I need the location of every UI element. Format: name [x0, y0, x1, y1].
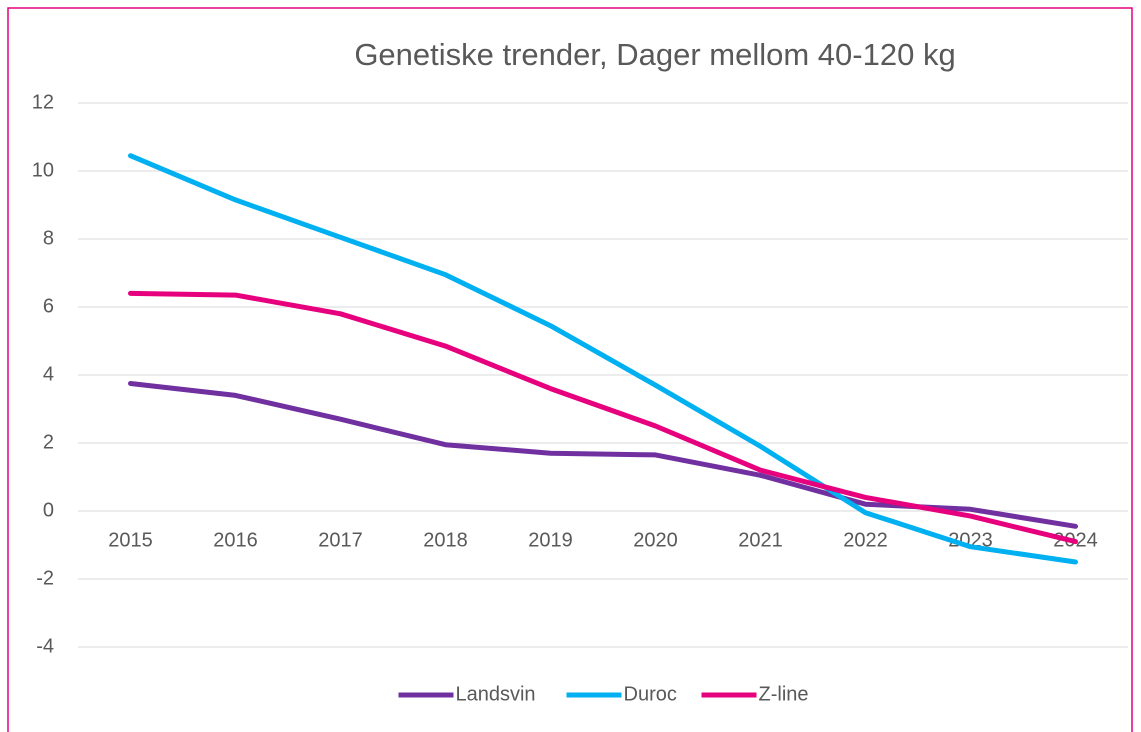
y-tick-label: -2 [36, 567, 54, 589]
legend-label: Landsvin [456, 683, 536, 705]
x-tick-label: 2022 [843, 529, 888, 551]
chart-border [7, 7, 1133, 732]
x-tick-label: 2020 [633, 529, 678, 551]
x-tick-label: 2021 [738, 529, 783, 551]
y-tick-label: 2 [43, 431, 54, 453]
legend-label: Duroc [624, 683, 677, 705]
y-tick-label: -4 [36, 635, 54, 657]
y-tick-label: 6 [43, 295, 54, 317]
y-tick-label: 4 [43, 363, 54, 385]
x-tick-label: 2017 [318, 529, 363, 551]
x-tick-label: 2018 [423, 529, 468, 551]
y-tick-label: 0 [43, 499, 54, 521]
x-tick-label: 2015 [108, 529, 153, 551]
x-tick-label: 2016 [213, 529, 258, 551]
y-tick-label: 12 [32, 91, 54, 113]
chart-title: Genetiske trender, Dager mellom 40-120 k… [354, 37, 955, 72]
x-tick-label: 2023 [948, 529, 993, 551]
y-tick-label: 10 [32, 159, 54, 181]
line [128, 153, 1078, 565]
legend-label: Z-line [759, 683, 809, 705]
line [128, 290, 1078, 545]
x-tick-label: 2019 [528, 529, 573, 551]
y-tick-label: 8 [43, 227, 54, 249]
